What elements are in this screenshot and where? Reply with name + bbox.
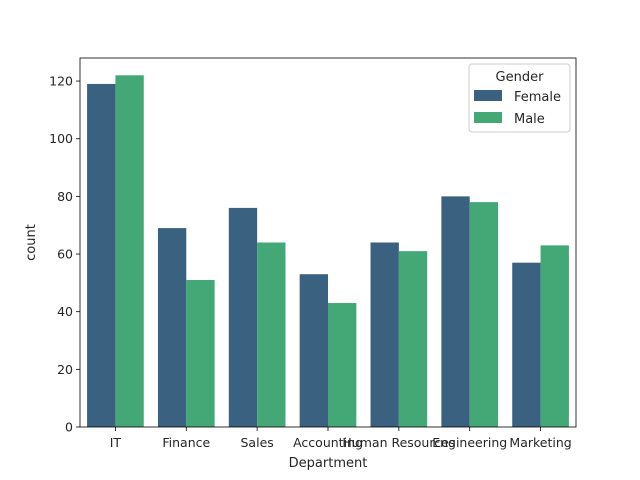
y-tick-label: 100 bbox=[49, 131, 73, 146]
legend-label-male: Male bbox=[514, 112, 545, 127]
bar-female-6 bbox=[512, 262, 541, 427]
legend-title: Gender bbox=[496, 70, 545, 85]
x-tick-label: Engineering bbox=[432, 435, 507, 450]
x-tick-label: IT bbox=[110, 435, 122, 450]
bar-male-1 bbox=[186, 279, 215, 427]
legend-swatch-female bbox=[474, 90, 502, 101]
bar-female-1 bbox=[157, 228, 187, 427]
y-tick-label: 40 bbox=[57, 304, 73, 319]
x-tick-label: Human Resources bbox=[342, 435, 455, 450]
y-tick-label: 0 bbox=[65, 420, 73, 435]
y-axis: 0 20 40 60 80 100 120 bbox=[49, 74, 80, 435]
bar-male-2 bbox=[257, 242, 286, 427]
bar-female-0 bbox=[87, 83, 116, 427]
legend: Gender Female Male bbox=[468, 63, 571, 133]
x-tick-label: Sales bbox=[241, 435, 274, 450]
x-tick-label: Finance bbox=[162, 435, 210, 450]
y-axis-label: count bbox=[24, 224, 39, 261]
bar-male-4 bbox=[398, 251, 428, 427]
bars-group bbox=[87, 75, 569, 427]
bar-male-0 bbox=[115, 75, 144, 427]
bar-female-2 bbox=[228, 207, 258, 427]
x-tick-label: Marketing bbox=[509, 435, 571, 450]
bar-female-5 bbox=[441, 196, 470, 427]
bar-male-6 bbox=[540, 245, 569, 427]
legend-swatch-male bbox=[474, 112, 502, 123]
y-tick-label: 120 bbox=[49, 74, 73, 89]
y-tick-label: 80 bbox=[57, 189, 73, 204]
bar-female-4 bbox=[370, 242, 399, 427]
legend-label-female: Female bbox=[514, 90, 561, 105]
bar-female-3 bbox=[299, 274, 328, 427]
bar-male-3 bbox=[328, 303, 357, 427]
bar-male-5 bbox=[469, 202, 499, 427]
x-axis-label: Department bbox=[289, 456, 368, 471]
y-tick-label: 60 bbox=[57, 247, 73, 262]
plot-frame bbox=[79, 57, 577, 428]
x-tick-label: Accounting bbox=[293, 435, 363, 450]
y-tick-label: 20 bbox=[57, 362, 73, 377]
